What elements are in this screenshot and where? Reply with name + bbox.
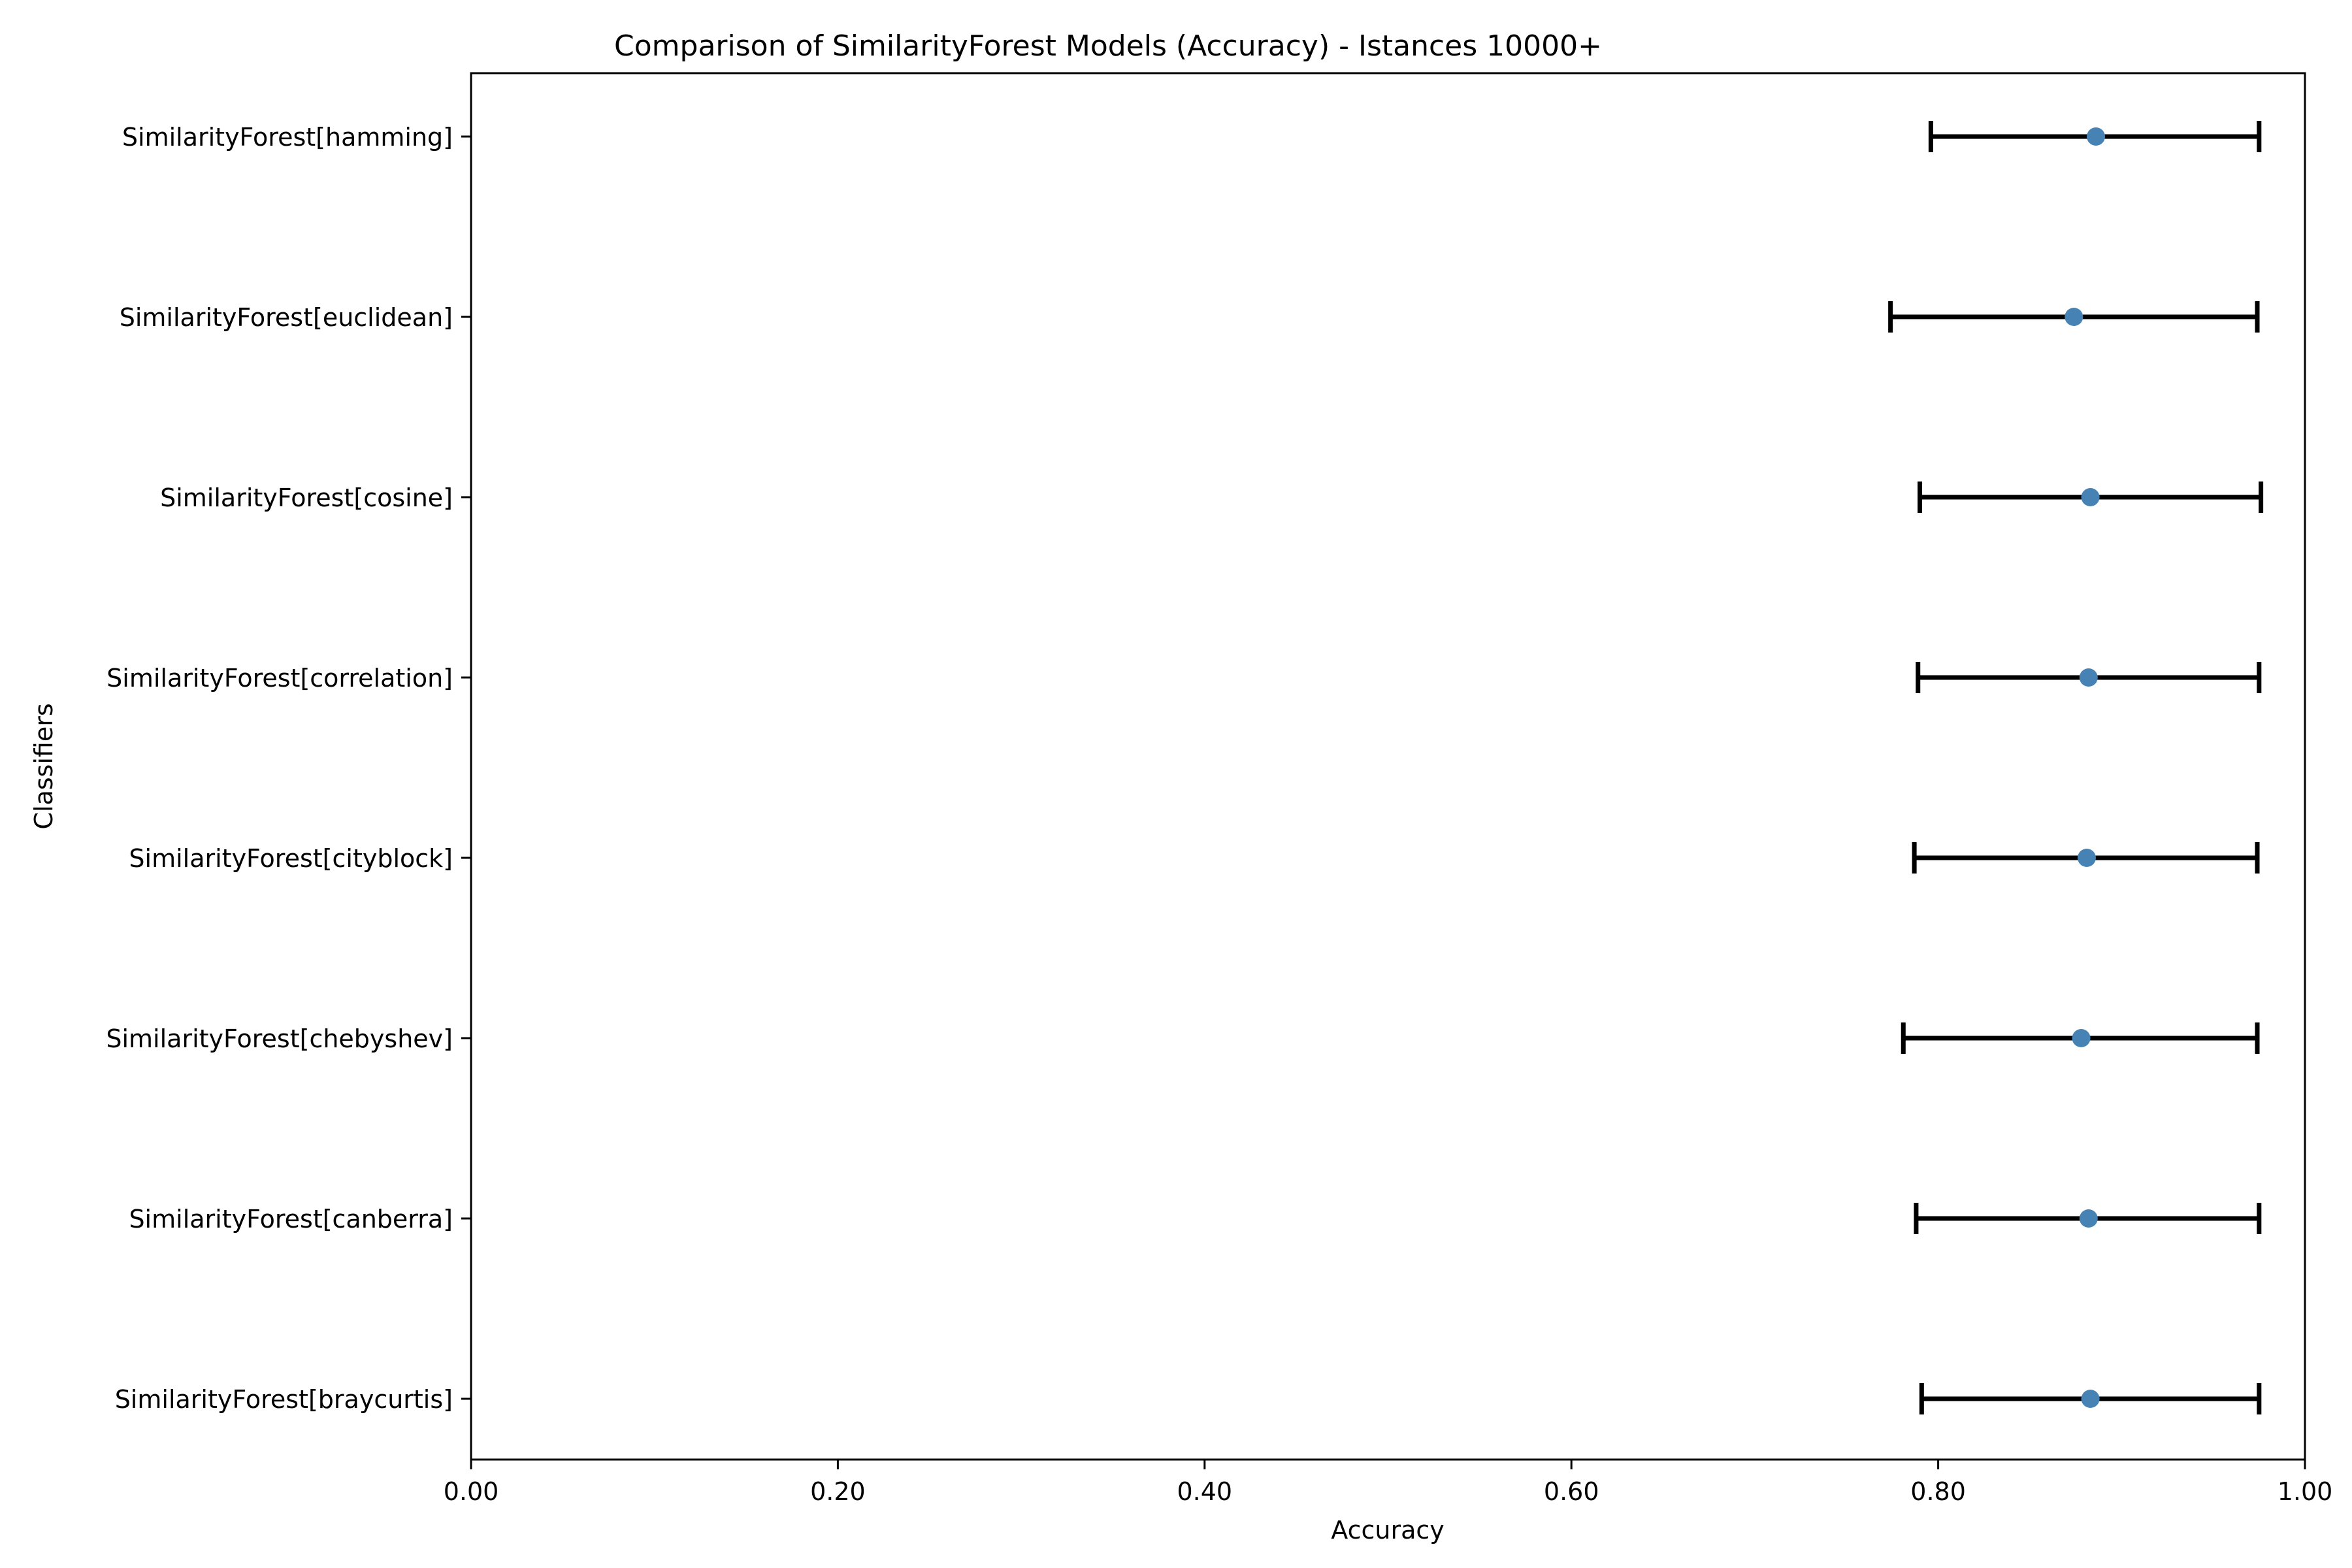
- x-tick-label: 0.40: [1177, 1477, 1232, 1506]
- mean-point: [2077, 849, 2096, 867]
- chart-title: Comparison of SimilarityForest Models (A…: [614, 29, 1602, 63]
- y-tick-label: SimilarityForest[correlation]: [106, 664, 453, 693]
- y-axis: SimilarityForest[hamming] SimilarityFores…: [106, 123, 471, 1414]
- errorbar-group: [1901, 1022, 2260, 1054]
- mean-point: [2072, 1029, 2091, 1047]
- mean-point: [2081, 488, 2100, 506]
- y-tick-label: SimilarityForest[hamming]: [122, 123, 453, 152]
- plot-area: [470, 72, 2306, 1461]
- x-axis: 0.00 0.20 0.40 0.60 0.80 1.00: [444, 1460, 2333, 1506]
- errorbar-group: [1888, 301, 2260, 333]
- x-tick-label: 0.80: [1910, 1477, 1966, 1506]
- x-axis-label: Accuracy: [1331, 1516, 1445, 1544]
- y-tick-label: SimilarityForest[cityblock]: [129, 844, 453, 873]
- x-tick-label: 0.20: [810, 1477, 866, 1506]
- data-marks: [1888, 121, 2264, 1414]
- mean-point: [2079, 668, 2098, 687]
- mean-point: [2065, 308, 2083, 326]
- errorbar-group: [1918, 482, 2264, 513]
- errorbar-group: [1928, 121, 2262, 152]
- mean-point: [2087, 127, 2106, 146]
- y-tick-label: SimilarityForest[canberra]: [129, 1205, 453, 1233]
- errorbar-group: [1914, 1203, 2262, 1234]
- errorbar-group: [1912, 842, 2260, 874]
- y-tick-label: SimilarityForest[chebyshev]: [106, 1024, 453, 1053]
- mean-point: [2081, 1390, 2100, 1408]
- y-axis-label: Classifiers: [29, 703, 58, 829]
- errorbar-group: [1919, 1383, 2262, 1414]
- mean-point: [2079, 1209, 2098, 1228]
- y-tick-label: SimilarityForest[cosine]: [160, 483, 453, 512]
- errorbar-group: [1916, 662, 2262, 693]
- x-tick-label: 0.60: [1544, 1477, 1599, 1506]
- x-tick-label: 0.00: [444, 1477, 499, 1506]
- x-tick-label: 1.00: [2278, 1477, 2333, 1506]
- y-tick-label: SimilarityForest[braycurtis]: [115, 1385, 453, 1414]
- y-tick-label: SimilarityForest[euclidean]: [120, 303, 453, 332]
